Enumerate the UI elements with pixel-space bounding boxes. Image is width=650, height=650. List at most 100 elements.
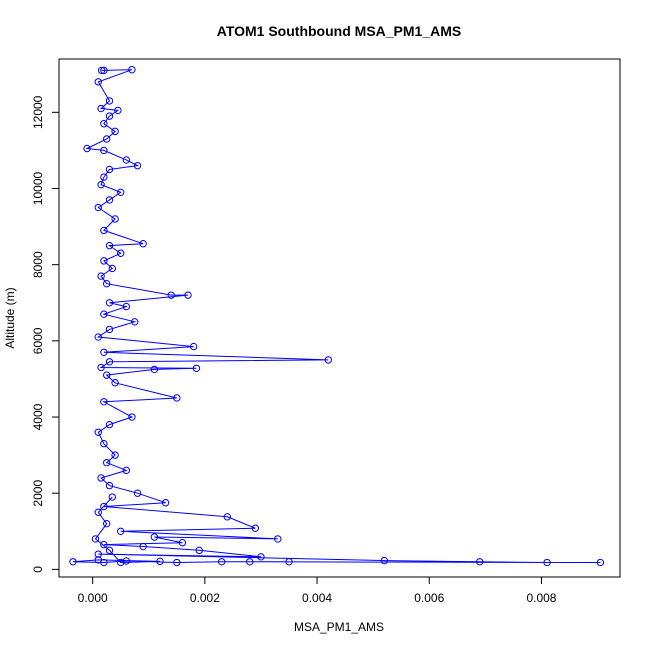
- x-tick-label: 0.008: [526, 591, 556, 605]
- data-point: [128, 65, 136, 74]
- y-tick-label: 10000: [31, 171, 45, 205]
- data-point: [97, 180, 105, 189]
- data-point: [122, 302, 131, 311]
- data-point: [97, 104, 105, 113]
- data-point: [195, 546, 203, 555]
- y-tick-label: 6000: [31, 327, 45, 354]
- data-point: [100, 310, 108, 318]
- data-point: [161, 499, 170, 507]
- data-point: [156, 557, 164, 566]
- data-point: [94, 428, 102, 436]
- data-point: [596, 558, 605, 567]
- data-point: [102, 519, 111, 528]
- y-tick-label: 4000: [31, 403, 45, 430]
- data-point: [100, 502, 108, 511]
- data-point: [117, 558, 125, 567]
- x-axis-label: MSA_PM1_AMS: [294, 620, 384, 634]
- data-point: [246, 558, 254, 566]
- data-point: [100, 257, 108, 265]
- data-point: [100, 348, 108, 356]
- data-point: [91, 535, 100, 543]
- data-point: [102, 459, 111, 467]
- data-point: [100, 120, 108, 128]
- data-point: [122, 156, 131, 164]
- data-point: [476, 558, 484, 566]
- series-points: [69, 65, 605, 567]
- data-point: [380, 556, 389, 565]
- y-tick-label: 2000: [31, 480, 45, 507]
- x-tick-label: 0.004: [302, 591, 332, 605]
- data-point: [102, 280, 111, 288]
- data-point: [150, 365, 159, 374]
- data-point: [133, 489, 142, 497]
- y-tick-label: 0: [31, 566, 45, 573]
- data-point: [122, 466, 131, 475]
- data-point: [131, 318, 139, 326]
- y-axis-label: Altitude (m): [3, 287, 17, 348]
- data-point: [97, 363, 105, 372]
- data-point: [117, 249, 125, 257]
- data-point: [105, 196, 114, 204]
- data-point: [108, 264, 116, 273]
- data-point: [105, 481, 114, 490]
- data-point: [178, 539, 187, 547]
- data-point: [111, 215, 119, 223]
- data-point: [105, 546, 114, 555]
- data-point: [94, 78, 102, 86]
- x-tick-label: 0.002: [190, 591, 220, 605]
- data-point: [83, 144, 91, 153]
- series-line: [72, 69, 601, 564]
- x-axis: 0.000 0.002 0.004 0.006 0.008: [78, 576, 557, 605]
- data-point: [117, 527, 125, 535]
- data-point: [111, 451, 119, 459]
- x-tick-label: 0.006: [414, 591, 444, 605]
- data-point: [114, 106, 122, 115]
- data-point: [184, 291, 192, 299]
- data-point: [139, 240, 147, 248]
- data-point: [173, 558, 181, 567]
- data-point: [102, 135, 111, 143]
- data-point: [100, 439, 108, 448]
- data-point: [223, 513, 232, 521]
- data-point: [167, 291, 175, 299]
- data-point: [105, 358, 114, 366]
- data-point: [100, 173, 108, 181]
- y-tick-label: 8000: [31, 251, 45, 278]
- data-point: [189, 342, 198, 351]
- data-point: [102, 371, 111, 379]
- data-point: [257, 553, 265, 561]
- data-point: [97, 66, 106, 75]
- data-point: [100, 66, 108, 75]
- data-point: [94, 203, 102, 212]
- data-point: [100, 146, 108, 155]
- data-point: [105, 241, 114, 250]
- data-point: [100, 226, 108, 235]
- data-point: [97, 272, 105, 280]
- data-point: [217, 558, 226, 566]
- data-point: [94, 508, 102, 516]
- data-point: [97, 474, 105, 482]
- data-point: [128, 413, 136, 421]
- data-point: [94, 556, 102, 564]
- data-point: [69, 558, 77, 566]
- data-point: [105, 165, 114, 174]
- data-point: [133, 161, 142, 170]
- data-point: [324, 356, 332, 364]
- data-point: [111, 379, 119, 387]
- data-point: [543, 558, 551, 567]
- chart-title: ATOM1 Southbound MSA_PM1_AMS: [217, 23, 461, 39]
- data-point: [105, 420, 114, 429]
- data-point: [105, 97, 114, 105]
- data-point: [100, 398, 108, 406]
- data-point: [105, 112, 114, 120]
- plot-frame: [58, 58, 621, 578]
- data-point: [139, 542, 147, 551]
- data-point: [274, 535, 282, 543]
- data-point: [192, 364, 201, 372]
- data-point: [251, 524, 260, 532]
- data-point: [108, 493, 116, 501]
- data-point: [100, 540, 108, 549]
- series-lines: [72, 69, 601, 564]
- data-point: [150, 533, 159, 541]
